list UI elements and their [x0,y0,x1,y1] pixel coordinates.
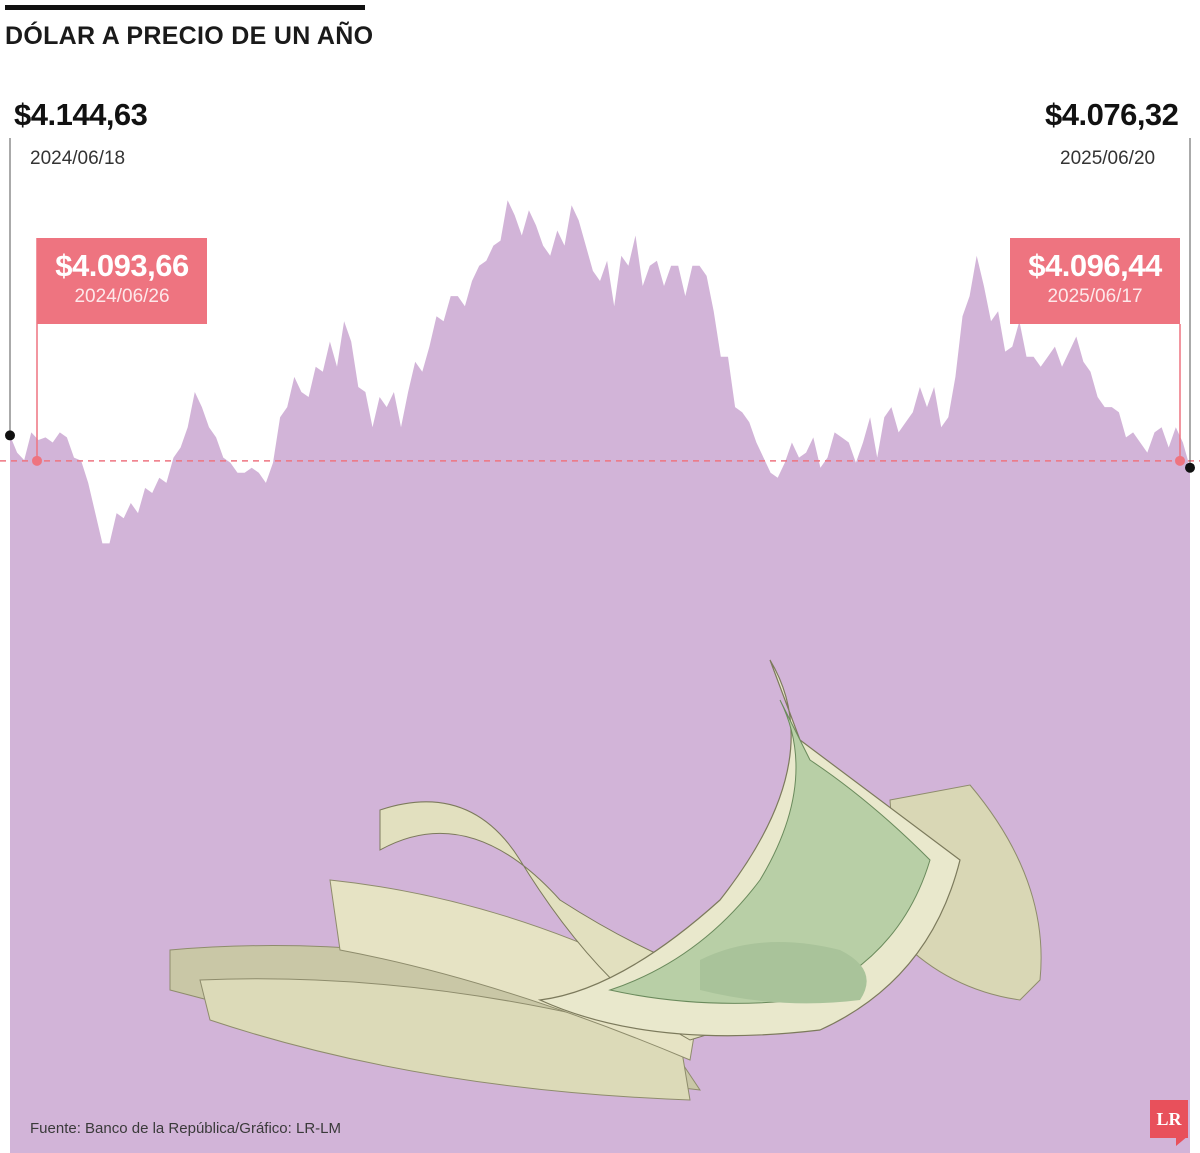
callout-left-date: 2024/06/26 [74,286,170,307]
chart-title: DÓLAR A PRECIO DE UN AÑO [5,22,374,50]
callout-right-value: $4.096,44 [1028,248,1162,283]
callout-left-point [32,455,42,466]
lr-logo-tail [1176,1136,1188,1146]
title-rule [5,5,365,10]
lr-logo: LR [1150,1100,1188,1138]
start-point [5,430,15,441]
start-value: $4.144,63 [14,97,148,132]
end-value: $4.076,32 [1045,97,1179,132]
start-date: 2024/06/18 [30,148,126,169]
callout-left: $4.093,66 2024/06/26 [37,238,207,324]
end-date: 2025/06/20 [1060,148,1156,169]
source-note: Fuente: Banco de la República/Gráfico: L… [30,1120,341,1137]
callout-left-value: $4.093,66 [55,248,189,283]
dollar-bills-illustration [169,659,1042,1101]
callout-right-date: 2025/06/17 [1047,286,1143,307]
end-point [1185,462,1195,473]
callout-right-point [1175,455,1185,466]
callout-right: $4.096,44 2025/06/17 [1010,238,1180,324]
